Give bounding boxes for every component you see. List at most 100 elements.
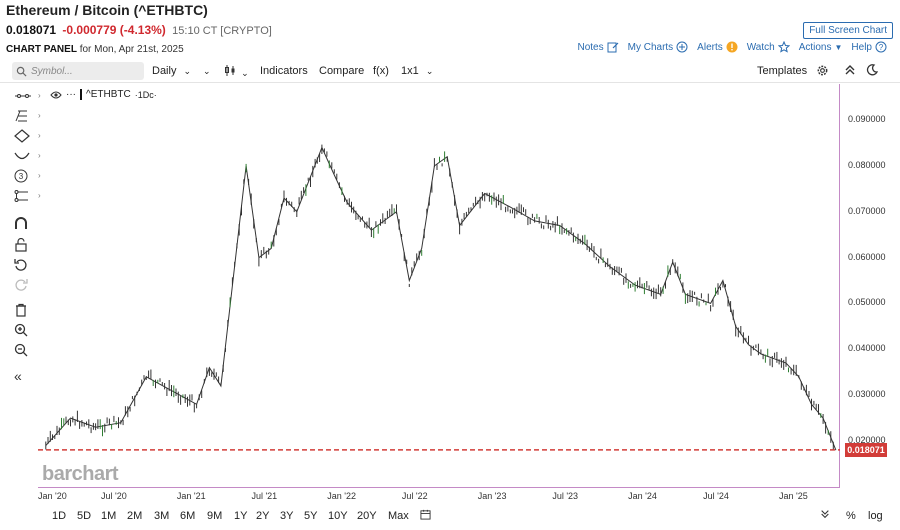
x-tick-label: Jan '23 (477, 491, 507, 501)
caret-right-icon: › (38, 111, 41, 120)
range-3m[interactable]: 3M (154, 510, 170, 522)
watch-label: Watch (746, 41, 775, 53)
fibonacci-icon (15, 110, 27, 122)
candlestick-icon (225, 65, 235, 76)
double-chevron-up-icon (845, 65, 855, 75)
pattern-tool[interactable]: › (14, 188, 41, 204)
interval-chevron[interactable]: ⌄ (203, 65, 211, 77)
x-tick-label: Jan '20 (38, 491, 67, 501)
double-chevron-left-icon: « (14, 368, 22, 384)
chart-type-dropdown[interactable]: ⌄ (224, 65, 249, 79)
magnet-tool[interactable] (14, 216, 34, 232)
x-tick-label: Jan '22 (327, 491, 357, 501)
help-link[interactable]: Help ? (851, 41, 887, 53)
help-label: Help (851, 41, 872, 53)
zoom-out-button[interactable] (14, 342, 34, 358)
search-icon (16, 66, 27, 77)
legend-interval: ·1Dc· (134, 89, 157, 100)
layout-dropdown[interactable]: 1x1 ⌄ (401, 65, 433, 77)
chevron-down-icon: ⌄ (183, 66, 192, 76)
gear-icon (817, 65, 828, 76)
zoom-out-icon (14, 343, 28, 357)
theme-toggle[interactable] (866, 64, 879, 79)
price-change: -0.000779 (-4.13%) (62, 23, 166, 37)
elliott-wave-tool[interactable]: 3 › (14, 168, 41, 184)
my-charts-link[interactable]: My Charts (628, 41, 689, 53)
expand-button[interactable] (820, 509, 830, 522)
collapse-tools-button[interactable]: « (14, 368, 34, 384)
range-20y[interactable]: 20Y (357, 510, 377, 522)
y-tick-label: 0.030000 (848, 389, 886, 400)
my-charts-label: My Charts (627, 41, 674, 53)
caret-right-icon: › (38, 91, 41, 100)
range-2y[interactable]: 2Y (256, 510, 270, 522)
log-toggle[interactable]: log (868, 510, 883, 522)
svg-text:3: 3 (19, 172, 24, 181)
chart-legend: ··· ^ETHBTC ·1Dc· (50, 89, 157, 100)
y-tick-label: 0.020000 (848, 435, 886, 445)
curve-tool[interactable]: › (14, 148, 41, 164)
time-range-bar: 1D 5D 1M 2M 3M 6M 9M 1Y 2Y 3Y 5Y 10Y 20Y Max % log (0, 506, 900, 530)
y-tick-label: 0.060000 (848, 251, 886, 262)
price-chart (38, 144, 840, 451)
range-2m[interactable]: 2M (127, 510, 143, 522)
caret-right-icon: › (38, 171, 41, 180)
zoom-in-button[interactable] (14, 322, 34, 338)
indicators-button[interactable]: Indicators (260, 65, 308, 77)
range-max[interactable]: Max (388, 510, 409, 522)
range-6m[interactable]: 6M (180, 510, 196, 522)
chart-area[interactable] (38, 84, 840, 488)
panel-links: Notes My Charts Alerts Watch Actions ▼ H… (577, 41, 887, 53)
notes-link[interactable]: Notes (577, 41, 619, 53)
x-tick-label: Jul '21 (251, 491, 278, 501)
undo-button[interactable] (14, 257, 34, 273)
more-icon[interactable]: ··· (66, 89, 76, 100)
collapse-button[interactable] (844, 64, 856, 79)
templates-button[interactable]: Templates (757, 65, 808, 77)
fibonacci-tool[interactable]: › (14, 108, 41, 124)
eye-icon[interactable] (50, 91, 62, 99)
notes-label: Notes (577, 41, 604, 53)
magnet-icon (15, 217, 27, 229)
range-1m[interactable]: 1M (101, 510, 117, 522)
delete-button[interactable] (14, 302, 34, 318)
plus-circle-icon (676, 41, 688, 53)
actions-label: Actions (798, 41, 832, 53)
interval-dropdown[interactable]: Daily ⌄ (152, 65, 191, 77)
shape-icon (14, 129, 30, 143)
percent-toggle[interactable]: % (846, 510, 856, 522)
date-range-button[interactable] (420, 509, 431, 523)
range-1y[interactable]: 1Y (234, 510, 248, 522)
symbol-search[interactable]: Symbol... (12, 62, 144, 80)
last-price-tag: 0.018071 (845, 442, 887, 457)
settings-button[interactable] (816, 64, 829, 80)
range-9m[interactable]: 9M (207, 510, 223, 522)
actions-menu[interactable]: Actions ▼ (799, 42, 843, 53)
range-1d[interactable]: 1D (52, 510, 67, 522)
layout-label: 1x1 (401, 65, 419, 77)
quote-line: 0.018071 -0.000779 (-4.13%) 15:10 CT [CR… (6, 23, 272, 37)
x-tick-label: Jul '20 (101, 491, 127, 501)
compare-button[interactable]: Compare (319, 65, 365, 77)
shape-tool[interactable]: › (14, 128, 41, 144)
fx-button[interactable]: f(x) (373, 65, 389, 77)
full-screen-chart-button[interactable]: Full Screen Chart (803, 22, 893, 39)
y-tick-label: 0.080000 (848, 159, 886, 170)
trend-line-tool[interactable]: › (14, 88, 41, 104)
lock-tool[interactable] (14, 237, 34, 253)
trash-icon (16, 303, 26, 317)
chart-panel-title: CHART PANEL (6, 44, 77, 55)
range-10y[interactable]: 10Y (328, 510, 348, 522)
watch-link[interactable]: Watch (747, 41, 790, 53)
alerts-link[interactable]: Alerts (697, 41, 738, 53)
range-3y[interactable]: 3Y (280, 510, 294, 522)
range-5y[interactable]: 5Y (304, 510, 318, 522)
redo-button[interactable] (14, 277, 34, 293)
chart-panel-date: for Mon, Apr 21st, 2025 (79, 44, 184, 55)
legend-color-swatch (80, 89, 82, 100)
x-tick-label: Jan '25 (779, 491, 808, 501)
caret-right-icon: › (38, 191, 41, 200)
double-chevron-down-icon (821, 510, 829, 519)
last-price: 0.018071 (6, 23, 57, 37)
range-5d[interactable]: 5D (77, 510, 92, 522)
